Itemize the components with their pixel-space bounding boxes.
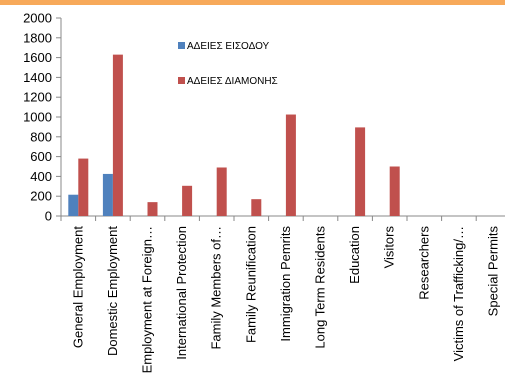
- top-accent-strip: [0, 0, 505, 5]
- bar-residence-2: [147, 202, 158, 216]
- y-tick-label: 200: [30, 189, 52, 204]
- x-tick-label: General Employment: [70, 226, 85, 348]
- y-tick-label: 600: [30, 149, 52, 164]
- y-tick-label: 2000: [23, 11, 52, 26]
- x-tick-label: Family Members of…: [209, 226, 224, 350]
- x-axis: [60, 215, 505, 221]
- y-tick-label: 400: [30, 169, 52, 184]
- x-tick-label: Immigration Pemrits: [278, 226, 293, 342]
- x-tick-label: Special Permits: [486, 226, 501, 317]
- x-tick-label: Researchers: [416, 226, 431, 300]
- bar-residence-9: [389, 166, 400, 216]
- y-tick-label: 800: [30, 129, 52, 144]
- y-tick-label: 1400: [23, 70, 52, 85]
- x-tick-label: Employment at Foreign…: [140, 226, 155, 373]
- bar-entry-1: [102, 173, 113, 216]
- y-axis: 0 200 400 600 800 1000 1200 1400 1600 1800 2000: [23, 11, 62, 224]
- legend-swatch-0: [178, 42, 185, 49]
- x-tick-label: Long Term Residents: [313, 226, 328, 349]
- legend-swatch-1: [178, 77, 185, 84]
- bars: [68, 54, 400, 216]
- y-tick-label: 0: [45, 209, 52, 224]
- x-tick-label: International Protection: [174, 226, 189, 360]
- legend-label-1: ΑΔΕΙΕΣ ΔΙΑΜΟΝΗΣ: [187, 76, 278, 87]
- x-tick-labels: General Employment Domestic Employment Emp…: [70, 226, 500, 374]
- bar-residence-5: [251, 199, 262, 216]
- x-tick-label: Domestic Employment: [105, 226, 120, 356]
- x-tick-label: Victims of Trafficking/…: [451, 226, 466, 361]
- y-tick-label: 1600: [23, 50, 52, 65]
- x-tick-label: Education: [347, 226, 362, 284]
- legend-label-0: ΑΔΕΙΕΣ ΕΙΣΟΔΟΥ: [187, 41, 270, 52]
- bar-residence-1: [112, 54, 123, 216]
- x-tick-label: Visitors: [382, 226, 397, 269]
- y-tick-label: 1000: [23, 110, 52, 125]
- y-tick-label: 1200: [23, 90, 52, 105]
- legend: ΑΔΕΙΕΣ ΕΙΣΟΔΟΥ ΑΔΕΙΕΣ ΔΙΑΜΟΝΗΣ: [178, 41, 278, 87]
- bar-residence-3: [182, 185, 193, 216]
- bar-residence-0: [78, 158, 89, 216]
- bar-residence-4: [216, 167, 227, 216]
- bar-residence-8: [355, 127, 366, 216]
- y-tick-label: 1800: [23, 30, 52, 45]
- bar-entry-0: [68, 194, 79, 216]
- bar-residence-6: [285, 114, 296, 216]
- x-tick-label: Family Reunification: [243, 226, 258, 343]
